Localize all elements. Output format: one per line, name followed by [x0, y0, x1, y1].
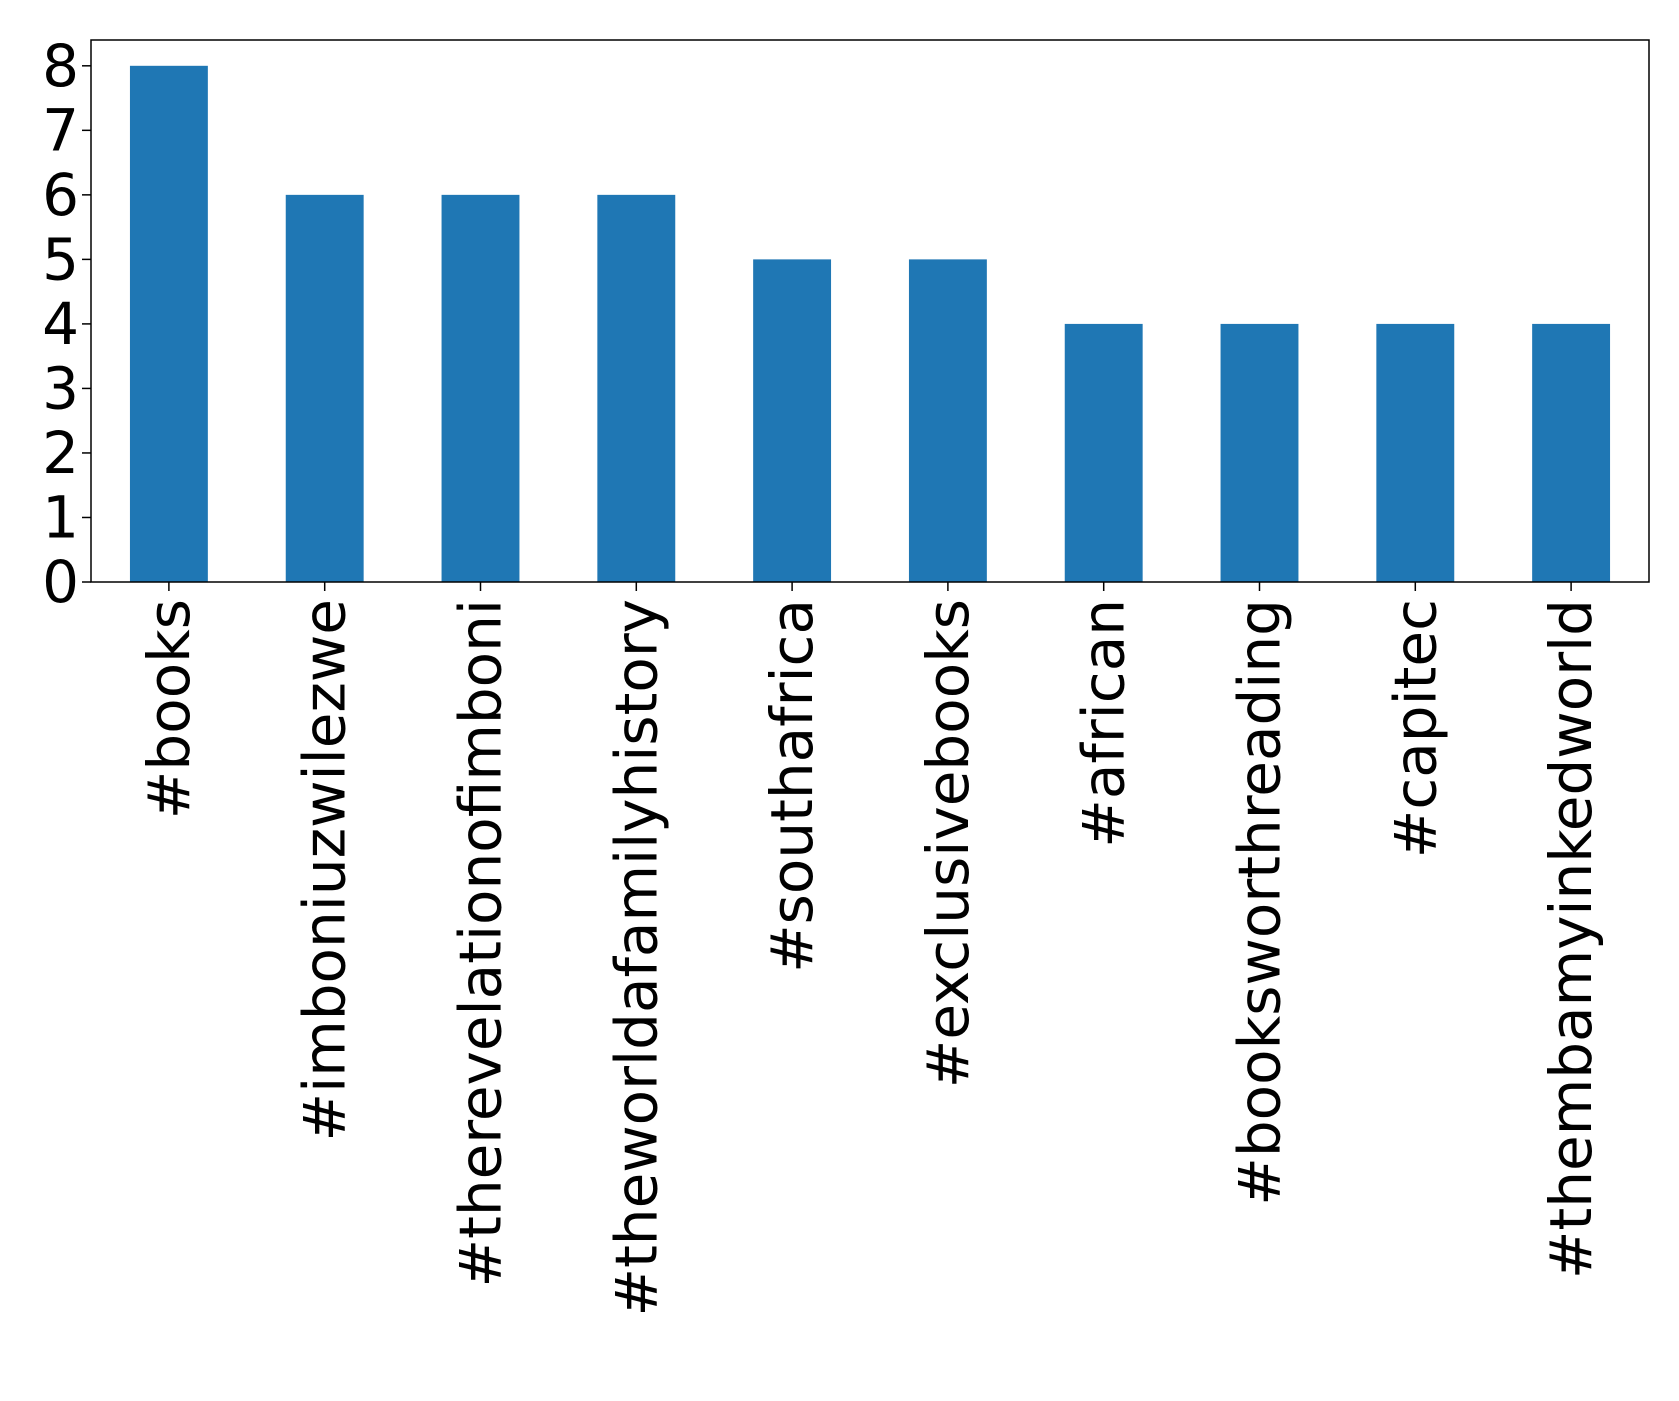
bar-3 — [597, 194, 676, 582]
x-tick-label: #southafrica — [758, 599, 826, 973]
x-tick-label: #therevelationofimboni — [447, 599, 515, 1288]
bar-9 — [1532, 323, 1611, 582]
y-tick-label: 0 — [42, 548, 79, 616]
x-tick-label: #thembamyinkedworld — [1537, 599, 1605, 1279]
bar-2 — [441, 194, 520, 582]
bar-7 — [1220, 323, 1299, 582]
bar-0 — [129, 65, 208, 583]
x-tick-label: #imboniuzwilezwe — [291, 599, 359, 1142]
x-tick-label: #capitec — [1381, 599, 1449, 858]
x-tick-label: #african — [1070, 599, 1138, 848]
y-tick-label: 5 — [42, 225, 79, 293]
bar-8 — [1376, 323, 1455, 582]
bar-1 — [285, 194, 364, 582]
x-tick-label: #books — [135, 599, 203, 819]
y-tick-label: 3 — [42, 354, 79, 422]
y-tick-label: 2 — [42, 419, 79, 487]
plot-frame — [90, 39, 1650, 583]
y-tick-label: 4 — [42, 290, 79, 358]
x-tick-label: #theworldafamilyhistory — [602, 599, 670, 1317]
y-tick-label: 8 — [42, 32, 79, 100]
x-axis: #books #imboniuzwilezwe #therevelationofim… — [135, 582, 1605, 1317]
bars-group — [129, 65, 1611, 583]
x-tick-label: #exclusivebooks — [914, 599, 982, 1088]
x-tick-label: #booksworthreading — [1226, 599, 1294, 1206]
y-tick-label: 6 — [42, 161, 79, 229]
y-tick-label: 7 — [42, 96, 79, 164]
bar-6 — [1064, 323, 1143, 582]
bar-5 — [908, 259, 987, 582]
y-tick-label: 1 — [42, 483, 79, 551]
bar-4 — [753, 259, 832, 582]
